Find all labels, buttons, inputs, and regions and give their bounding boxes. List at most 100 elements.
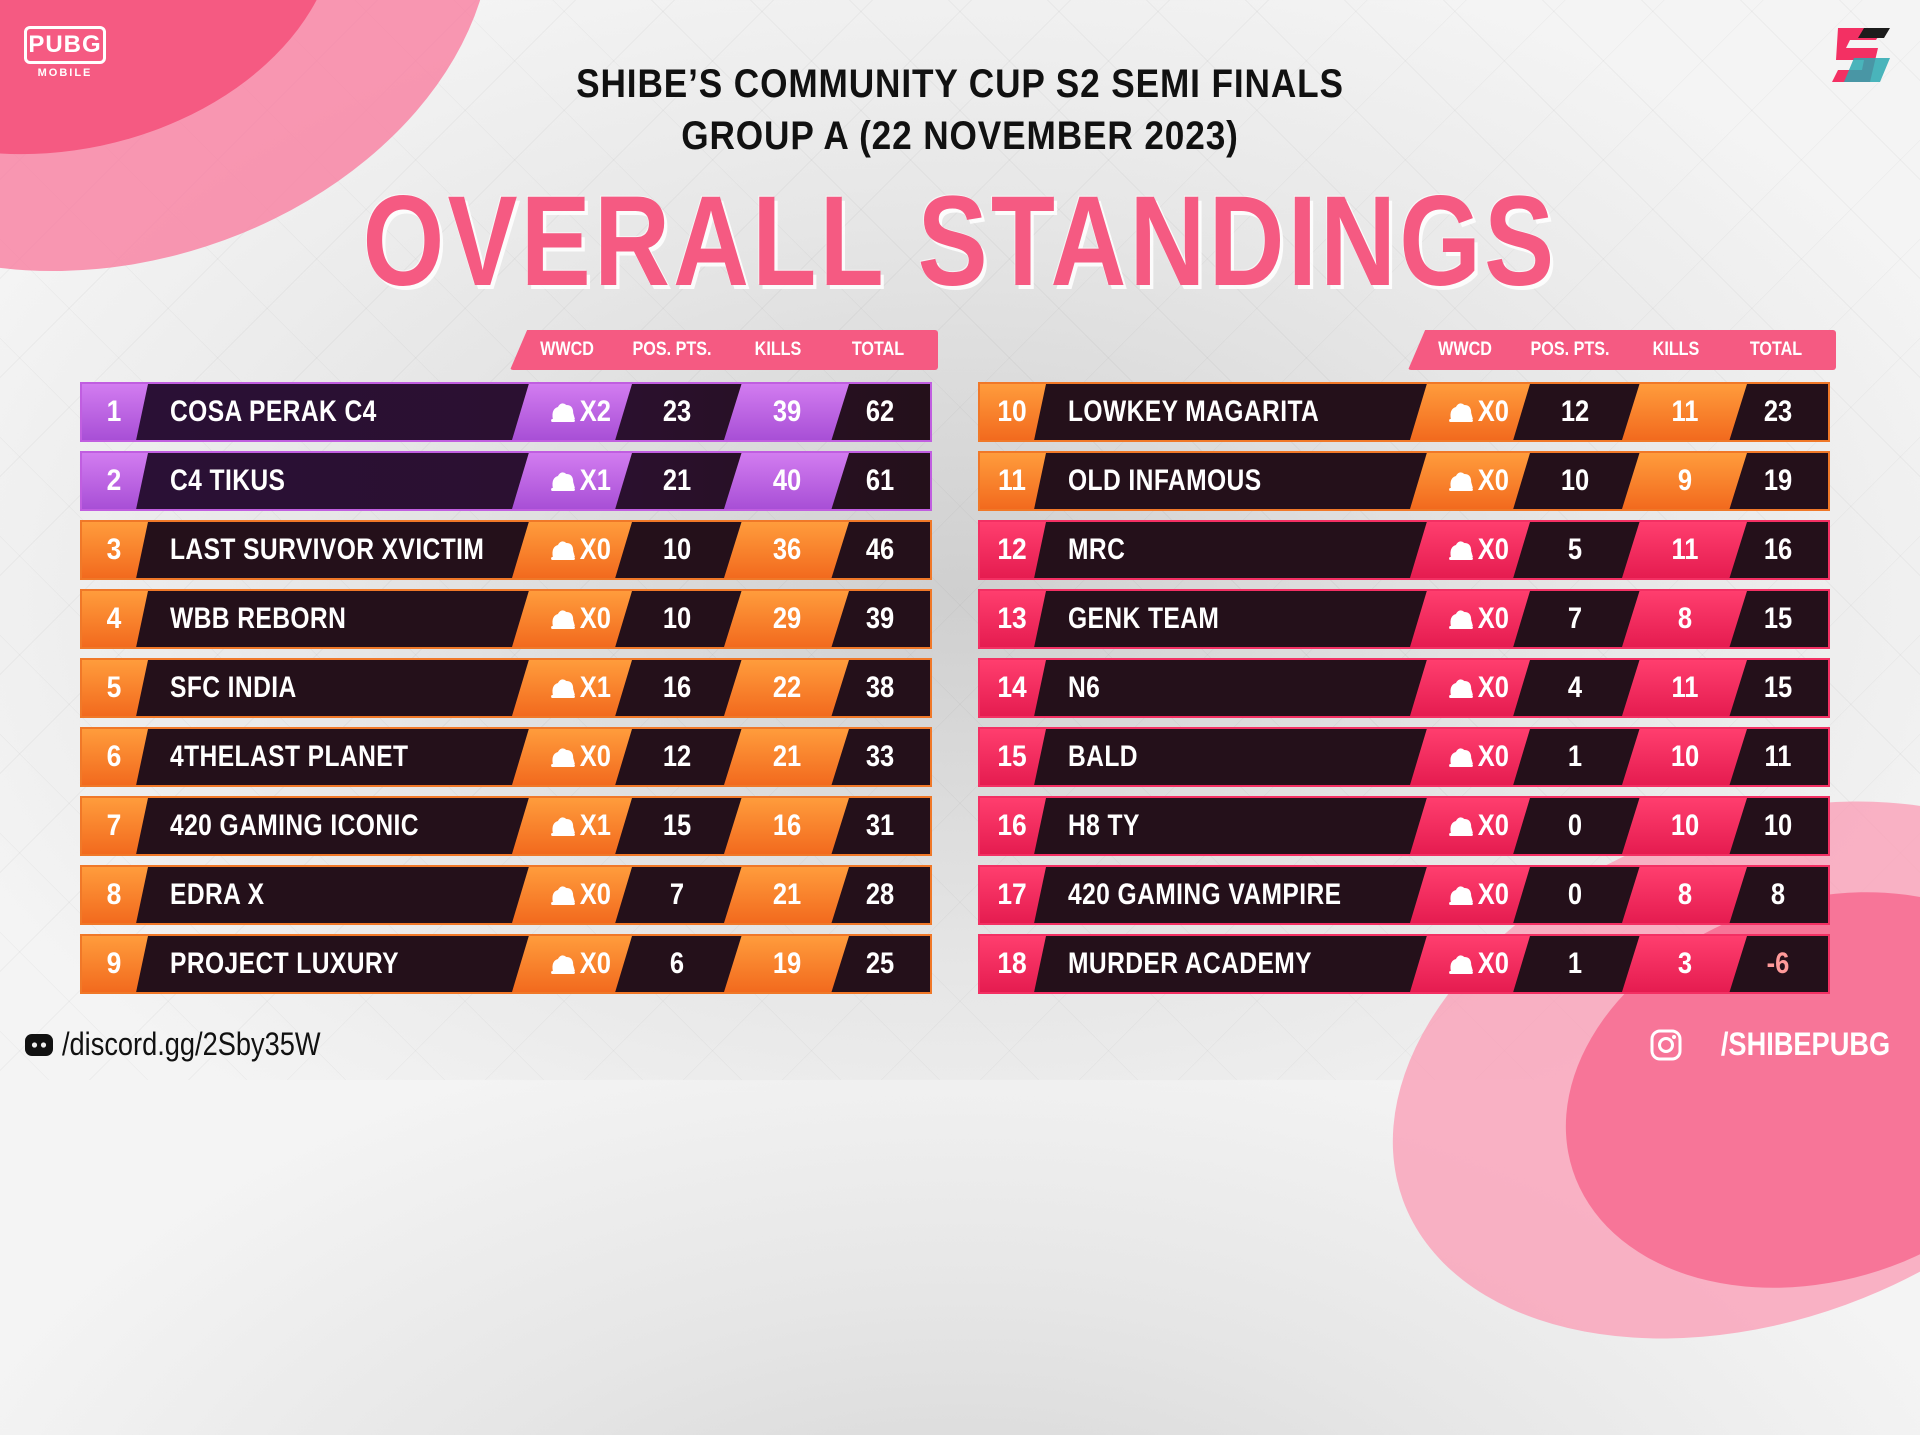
wwcd-cell: X0 <box>1436 384 1521 440</box>
total-points: 15 <box>1763 602 1793 635</box>
kills-badge <box>1622 384 1747 440</box>
wwcd-count: X1 <box>579 809 611 842</box>
kills-badge <box>724 936 849 992</box>
team-name: N6 <box>1068 671 1101 704</box>
discord-link: /discord.gg/2Sby35W <box>24 1026 366 1063</box>
chicken-dinner-icon <box>1448 472 1473 491</box>
kills-value: 11 <box>1671 395 1699 428</box>
total-points: 25 <box>865 947 895 980</box>
kills-value: 11 <box>1671 671 1699 704</box>
kills-value: 29 <box>772 602 802 635</box>
table-row: 3 LAST SURVIVOR XVICTIM X0 10 36 46 <box>80 520 932 580</box>
rank-number: 16 <box>997 809 1027 842</box>
table-row: 2 C4 TIKUS X1 21 40 61 <box>80 451 932 511</box>
position-points: 1 <box>1567 947 1583 980</box>
wwcd-count: X0 <box>579 947 611 980</box>
rank-badge <box>82 660 148 716</box>
header-wwcd: WWCD <box>540 339 594 360</box>
position-points: 4 <box>1567 671 1583 704</box>
kills-value: 10 <box>1670 809 1700 842</box>
table-row: 8 EDRA X X0 7 21 28 <box>80 865 932 925</box>
kills-value: 11 <box>1671 533 1699 566</box>
chicken-dinner-icon <box>1448 541 1473 560</box>
rank-number: 3 <box>106 533 122 566</box>
rank-number: 10 <box>997 395 1027 428</box>
total-points: 38 <box>865 671 895 704</box>
rank-badge <box>82 522 148 578</box>
rank-badge <box>82 591 148 647</box>
table-row: 9 PROJECT LUXURY X0 6 19 25 <box>80 934 932 994</box>
total-points: 39 <box>865 602 895 635</box>
event-title: SHIBE’S COMMUNITY CUP S2 SEMI FINALS <box>576 62 1344 106</box>
position-points: 7 <box>669 878 685 911</box>
rank-number: 18 <box>997 947 1027 980</box>
rank-badge <box>82 384 148 440</box>
kills-value: 10 <box>1670 740 1700 773</box>
position-points: 21 <box>662 464 692 497</box>
rank-badge <box>980 660 1046 716</box>
kills-value: 21 <box>772 878 802 911</box>
table-row: 16 H8 TY X0 0 10 10 <box>978 796 1830 856</box>
rank-badge <box>980 798 1046 854</box>
position-points: 0 <box>1567 878 1583 911</box>
table-row: 7 420 GAMING ICONIC X1 15 16 31 <box>80 796 932 856</box>
position-points: 16 <box>662 671 692 704</box>
header-pos-pts: POS. PTS. <box>1530 339 1610 360</box>
rank-number: 13 <box>997 602 1027 635</box>
right-table-header: WWCD POS. PTS. KILLS TOTAL <box>1408 330 1836 370</box>
table-row: 18 MURDER ACADEMY X0 1 3 -6 <box>978 934 1830 994</box>
chicken-dinner-icon <box>550 955 575 974</box>
table-row: 11 OLD INFAMOUS X0 10 9 19 <box>978 451 1830 511</box>
total-points: 46 <box>865 533 895 566</box>
wwcd-cell: X0 <box>538 936 623 992</box>
team-name: OLD INFAMOUS <box>1068 464 1262 497</box>
header-wwcd: WWCD <box>1438 339 1492 360</box>
total-points: 16 <box>1763 533 1793 566</box>
kills-badge <box>724 660 849 716</box>
chicken-dinner-icon <box>550 403 575 422</box>
kills-badge <box>1622 522 1747 578</box>
kills-value: 8 <box>1677 602 1693 635</box>
wwcd-cell: X0 <box>1436 522 1521 578</box>
rank-badge <box>980 867 1046 923</box>
kills-value: 36 <box>772 533 802 566</box>
kills-badge <box>724 384 849 440</box>
chicken-dinner-icon <box>1448 679 1473 698</box>
event-subtitle: GROUP A (22 NOVEMBER 2023) <box>681 114 1239 158</box>
wwcd-cell: X1 <box>538 798 623 854</box>
wwcd-count: X0 <box>1477 947 1509 980</box>
header-kills: KILLS <box>1652 339 1700 360</box>
wwcd-cell: X0 <box>1436 660 1521 716</box>
rank-badge <box>82 453 148 509</box>
chicken-dinner-icon <box>550 610 575 629</box>
header-total: TOTAL <box>1749 339 1803 360</box>
kills-value: 8 <box>1677 878 1693 911</box>
chicken-dinner-icon <box>1448 403 1473 422</box>
chicken-dinner-icon <box>1448 886 1473 905</box>
team-name: COSA PERAK C4 <box>170 395 377 428</box>
position-points: 15 <box>662 809 692 842</box>
team-name: GENK TEAM <box>1068 602 1220 635</box>
rank-number: 2 <box>106 464 122 497</box>
wwcd-count: X0 <box>579 878 611 911</box>
team-name: MRC <box>1068 533 1126 566</box>
team-name: SFC INDIA <box>170 671 297 704</box>
total-points: 61 <box>865 464 895 497</box>
instagram-handle: /SHIBEPUBG <box>1720 1026 1890 1062</box>
rank-number: 6 <box>106 740 122 773</box>
left-standings-table: 1 COSA PERAK C4 X2 23 39 62 2 C4 TIKUS X1 21 40 61 3… <box>80 382 932 1003</box>
total-points: 31 <box>865 809 895 842</box>
team-name: H8 TY <box>1068 809 1140 842</box>
wwcd-count: X1 <box>579 464 611 497</box>
table-row: 4 WBB REBORN X0 10 29 39 <box>80 589 932 649</box>
kills-value: 40 <box>772 464 802 497</box>
kills-badge <box>724 591 849 647</box>
position-points: 12 <box>1560 395 1590 428</box>
position-points: 7 <box>1567 602 1583 635</box>
wwcd-count: X0 <box>1477 395 1509 428</box>
kills-badge <box>1622 660 1747 716</box>
rank-number: 4 <box>106 602 122 635</box>
header-kills: KILLS <box>754 339 802 360</box>
instagram-icon <box>1650 1029 1682 1060</box>
wwcd-count: X2 <box>579 395 611 428</box>
